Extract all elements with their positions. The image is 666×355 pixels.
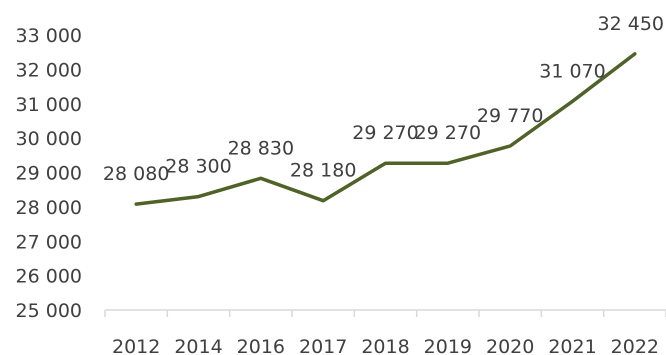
y-tick-label: 32 000 [16, 59, 82, 81]
y-tick-label: 27 000 [16, 231, 82, 253]
x-tick-label: 2012 [112, 336, 160, 355]
y-tick-label: 33 000 [16, 25, 82, 47]
data-label: 31 070 [539, 60, 605, 82]
x-axis [104, 309, 666, 317]
y-tick-label: 29 000 [16, 163, 82, 185]
data-label: 29 270 [415, 122, 481, 144]
series-line [134, 52, 637, 206]
x-tick-label: 2020 [486, 336, 534, 355]
x-axis-tick-labels: 2012 2014 2016 2017 2018 2019 2020 2021 2022 [112, 336, 659, 355]
x-tick-label: 2017 [299, 336, 347, 355]
y-axis-tick-labels: 25 000 26 000 27 000 28 000 29 000 30 000 31 0… [16, 25, 82, 322]
x-tick-label: 2014 [174, 336, 222, 355]
x-tick-label: 2016 [237, 336, 285, 355]
data-label: 28 830 [228, 137, 294, 159]
series-lines [134, 52, 637, 206]
y-tick-label: 26 000 [16, 266, 82, 288]
data-label: 28 180 [290, 160, 356, 182]
y-tick-label: 30 000 [16, 128, 82, 150]
x-tick-label: 2019 [424, 336, 472, 355]
x-tick-label: 2018 [361, 336, 409, 355]
data-label: 28 300 [165, 156, 231, 178]
y-tick-label: 25 000 [16, 300, 82, 322]
data-label: 29 770 [477, 105, 543, 127]
y-tick-label: 31 000 [16, 94, 82, 116]
data-label: 28 080 [103, 163, 169, 185]
data-label: 29 270 [352, 122, 418, 144]
x-tick-label: 2022 [611, 336, 659, 355]
data-label: 32 450 [598, 13, 664, 35]
x-tick-label: 2021 [548, 336, 596, 355]
y-tick-label: 28 000 [16, 197, 82, 219]
